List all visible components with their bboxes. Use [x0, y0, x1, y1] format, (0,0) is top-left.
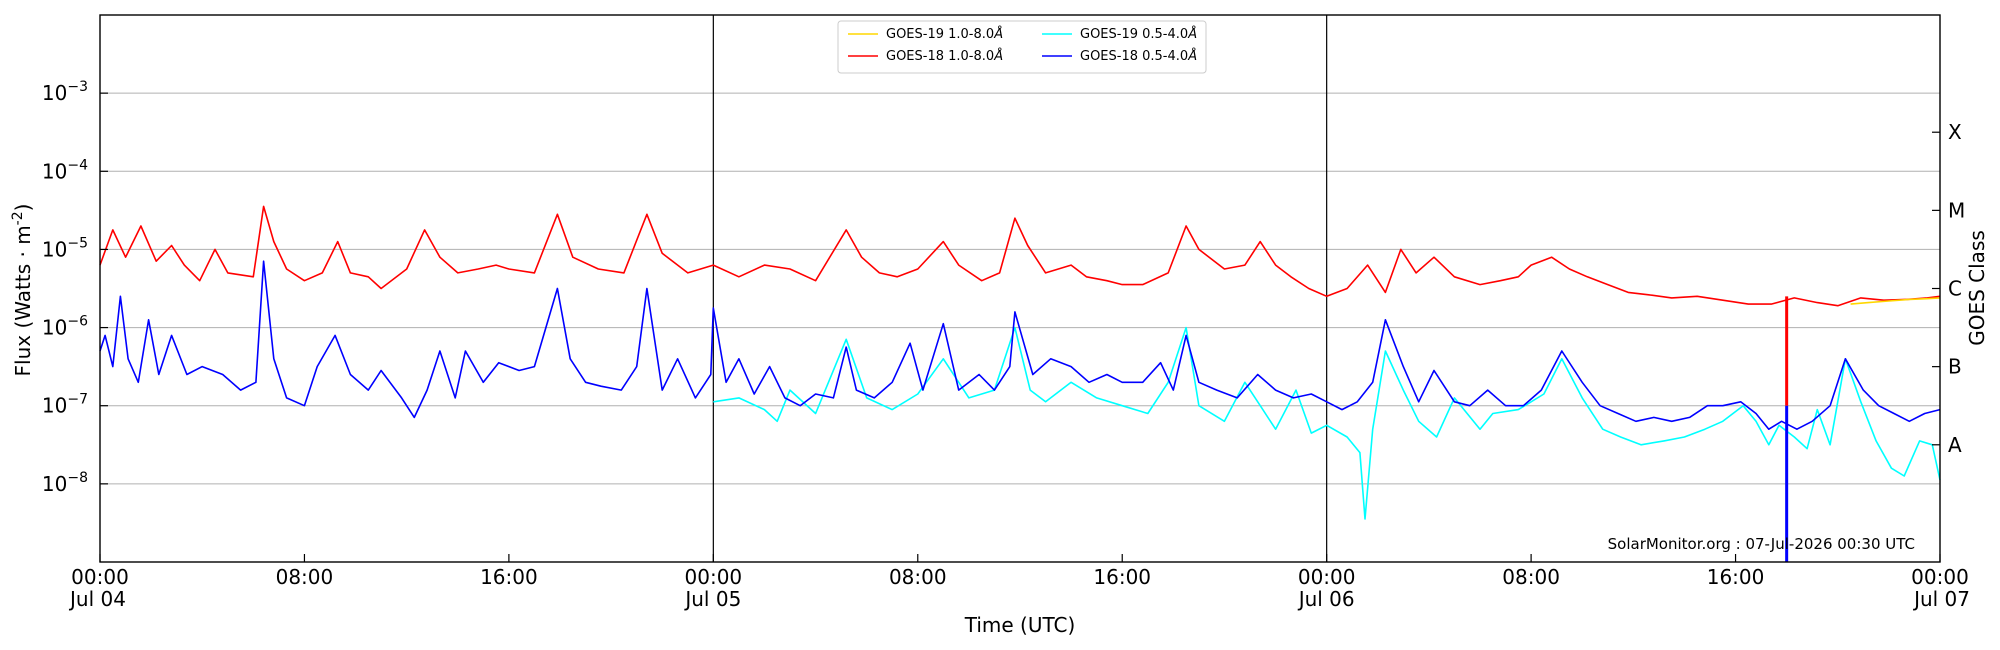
y-tick-label-4: 10−4	[42, 157, 88, 183]
legend-label-0: GOES-19 1.0-8.0Å	[886, 26, 1003, 42]
x-tick-time-2: 16:00	[480, 565, 538, 589]
right-axis-label: GOES Class	[1965, 230, 1989, 346]
day-boundary-lines	[712, 15, 1328, 562]
x-tick-time-4: 08:00	[889, 565, 947, 589]
x-tick-date-9: Jul 07	[1912, 587, 1970, 611]
x-tick-date-3: Jul 05	[683, 587, 741, 611]
series-line-3	[99, 260, 1941, 430]
x-tick-time-6: 00:00	[1298, 565, 1356, 589]
y-tick-label-3: 10−5	[42, 235, 88, 261]
goes-class-ticks: A B C M X	[1932, 120, 1965, 457]
x-tick-date-0: Jul 04	[68, 587, 126, 611]
x-tick-time-1: 08:00	[276, 565, 334, 589]
legend-box	[837, 20, 1207, 74]
x-tick-date-6: Jul 06	[1297, 587, 1355, 611]
legend-label-1: GOES-18 1.0-8.0Å	[886, 48, 1003, 64]
x-axis-label: Time (UTC)	[964, 613, 1076, 637]
y-tick-label-5: 10−3	[42, 79, 88, 105]
x-tick-time-9: 00:00	[1911, 565, 1969, 589]
watermark: SolarMonitor.org : 07-Jul-2026 00:30 UTC	[1608, 535, 1915, 553]
y-tick-label-0: 10−8	[42, 470, 88, 496]
class-label-a: A	[1948, 433, 1962, 457]
y-tick-label-2: 10−6	[42, 314, 88, 340]
x-tick-time-7: 08:00	[1502, 565, 1560, 589]
y-tick-label-1: 10−7	[42, 392, 88, 418]
legend: GOES-19 1.0-8.0Å GOES-18 1.0-8.0Å GOES-19 …	[837, 20, 1207, 74]
x-tick-time-8: 16:00	[1707, 565, 1765, 589]
y-axis-label: Flux (Watts · m-2)	[10, 204, 35, 377]
y-axis-ticks: 10−8 10−7 10−6 10−5 10−4 10−3	[42, 79, 108, 496]
series-line-2	[713, 326, 1941, 520]
x-tick-time-5: 16:00	[1093, 565, 1151, 589]
class-label-b: B	[1948, 355, 1962, 379]
legend-label-2: GOES-19 0.5-4.0Å	[1080, 26, 1197, 42]
legend-label-3: GOES-18 0.5-4.0Å	[1080, 48, 1197, 64]
x-tick-time-3: 00:00	[685, 565, 743, 589]
class-label-m: M	[1948, 198, 1965, 222]
y-axis-label-exponent: -2	[10, 211, 26, 225]
series-line-0	[99, 205, 1941, 307]
class-label-c: C	[1948, 277, 1962, 301]
series-layer	[99, 205, 1941, 562]
series-line-1	[1850, 297, 1941, 305]
x-tick-time-0: 00:00	[71, 565, 129, 589]
class-label-x: X	[1948, 120, 1962, 144]
